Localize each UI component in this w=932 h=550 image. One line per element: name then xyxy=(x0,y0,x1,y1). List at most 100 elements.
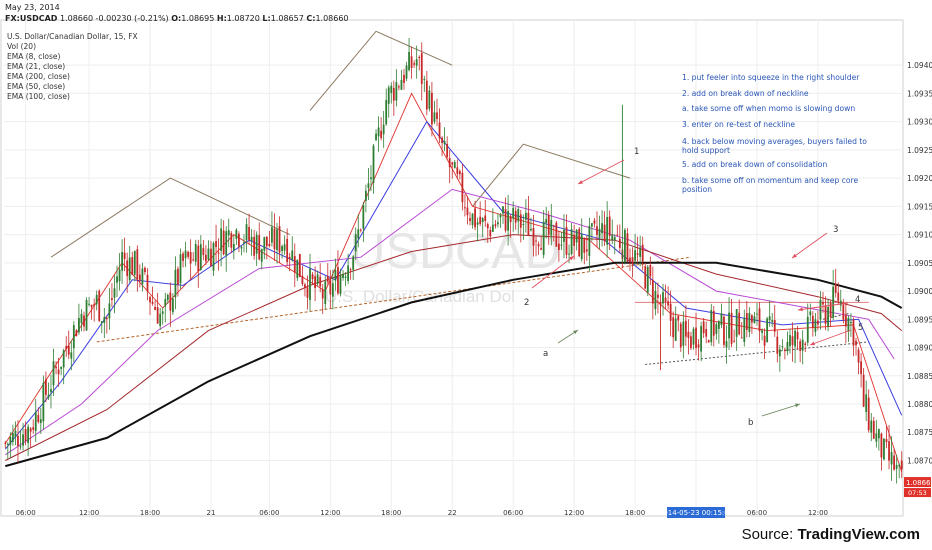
candle-body xyxy=(847,317,850,332)
candle-body xyxy=(458,170,461,175)
candle-body xyxy=(271,227,273,243)
candle-body xyxy=(179,254,182,284)
candle-body xyxy=(568,253,570,255)
note-a: a. take some off when momo is slowing do… xyxy=(682,104,856,113)
annotation-label: 1 xyxy=(634,147,639,157)
candle-body xyxy=(227,230,230,236)
candle-body xyxy=(527,212,530,236)
candle-body xyxy=(601,223,603,234)
candle-body xyxy=(331,283,334,297)
y-tick-label: 1.09200 xyxy=(907,174,932,183)
candle-body xyxy=(189,252,192,264)
candle-body xyxy=(217,252,220,254)
legend-ema8[interactable]: EMA (8, close) xyxy=(7,52,61,61)
candle-body xyxy=(39,419,42,423)
candle-body xyxy=(476,222,479,225)
candle-body xyxy=(613,237,616,241)
candle-body xyxy=(85,300,88,331)
candle-body xyxy=(337,267,339,294)
annotation-arrow xyxy=(531,255,575,289)
candle-body xyxy=(95,295,98,305)
y-tick-label: 1.09350 xyxy=(907,89,932,98)
candle-body xyxy=(867,397,870,431)
y-tick-label: 1.08750 xyxy=(907,428,932,437)
header-quote: FX:USDCAD 1.08660 -0.00230 (-0.21%) O:1.… xyxy=(5,14,349,23)
x-tick-label: 12:00 xyxy=(320,509,340,517)
candle-body xyxy=(387,87,390,104)
candle-body xyxy=(133,251,136,275)
candle-body xyxy=(410,56,413,68)
x-tick-label: 22 xyxy=(448,509,457,517)
time-axis[interactable]: 06:00 12:00 18:00 21 06:00 12:00 18:00 22 06:00 1… xyxy=(15,507,828,518)
candle-body xyxy=(113,288,116,298)
legend-ema200[interactable]: EMA (200, close) xyxy=(7,72,70,81)
note-4: 4. back below moving averages, buyers fa… xyxy=(682,137,867,155)
candle-body xyxy=(799,341,802,351)
candle-body xyxy=(776,336,779,354)
candle-body xyxy=(748,312,751,333)
candle-body xyxy=(400,79,403,90)
legend-vol[interactable]: Vol (20) xyxy=(7,42,37,51)
y-tick-label: 1.08800 xyxy=(907,400,932,409)
candle-body xyxy=(187,251,190,257)
candle-body xyxy=(171,298,174,313)
candle-body xyxy=(204,254,207,262)
legend-ema100[interactable]: EMA (100, close) xyxy=(7,92,70,101)
candle-body xyxy=(870,420,873,433)
candle-body xyxy=(649,265,652,277)
candle-body xyxy=(524,212,527,220)
annotation-arrow xyxy=(797,302,849,311)
candle-body xyxy=(654,291,657,310)
candle-body xyxy=(842,304,845,320)
candle-body xyxy=(164,299,167,307)
candle-body xyxy=(497,222,499,225)
candle-body xyxy=(70,352,73,359)
y-tick-label: 1.08850 xyxy=(907,372,932,381)
candle-body xyxy=(248,226,250,241)
legend-ema50[interactable]: EMA (50, close) xyxy=(7,82,66,91)
candle-body xyxy=(357,229,360,239)
candle-body xyxy=(265,236,268,247)
x-tick-label: 18:00 xyxy=(140,509,160,517)
candle-body xyxy=(451,162,454,165)
price-axis[interactable]: 1.09400 1.09350 1.09300 1.09250 1.09200 1.091… xyxy=(904,61,932,498)
annotation-label: 5 xyxy=(858,323,863,333)
legend-ema21[interactable]: EMA (21, close) xyxy=(7,62,66,71)
source-prefix: Source: xyxy=(741,526,798,543)
candle-body xyxy=(311,274,314,280)
candle-body xyxy=(364,190,367,202)
annotation-arrow xyxy=(577,159,625,185)
legend-title[interactable]: U.S. Dollar/Canadian Dollar, 15, FX xyxy=(7,32,138,41)
candle-body xyxy=(72,325,75,349)
candle-body xyxy=(141,268,144,285)
candle-body xyxy=(893,455,896,470)
candle-body xyxy=(9,437,12,445)
candle-body xyxy=(380,130,383,139)
candle-body xyxy=(47,395,50,398)
candle-body xyxy=(519,214,522,228)
close-value: 1.08660 xyxy=(315,14,349,23)
candle-body xyxy=(811,315,814,328)
candle-body xyxy=(898,464,901,467)
candle-body xyxy=(771,320,774,322)
countdown-badge xyxy=(904,488,931,498)
candle-body xyxy=(212,242,215,271)
candle-body xyxy=(657,294,659,298)
candle-body xyxy=(499,214,502,218)
candle-body xyxy=(563,229,565,242)
arrowhead xyxy=(798,307,803,312)
candle-body xyxy=(403,74,405,83)
countdown-label: 07:53 xyxy=(908,489,927,497)
candle-body xyxy=(750,315,753,323)
candle-body xyxy=(651,279,654,304)
neckline xyxy=(96,256,691,343)
candle-body xyxy=(514,210,517,223)
candle-body xyxy=(855,340,857,346)
candle-body xyxy=(778,349,781,357)
candle-body xyxy=(11,433,14,442)
arrowhead xyxy=(792,253,797,258)
candle-body xyxy=(895,465,898,469)
candle-body xyxy=(431,92,433,125)
candle-body xyxy=(230,233,233,248)
candle-body xyxy=(860,361,862,375)
